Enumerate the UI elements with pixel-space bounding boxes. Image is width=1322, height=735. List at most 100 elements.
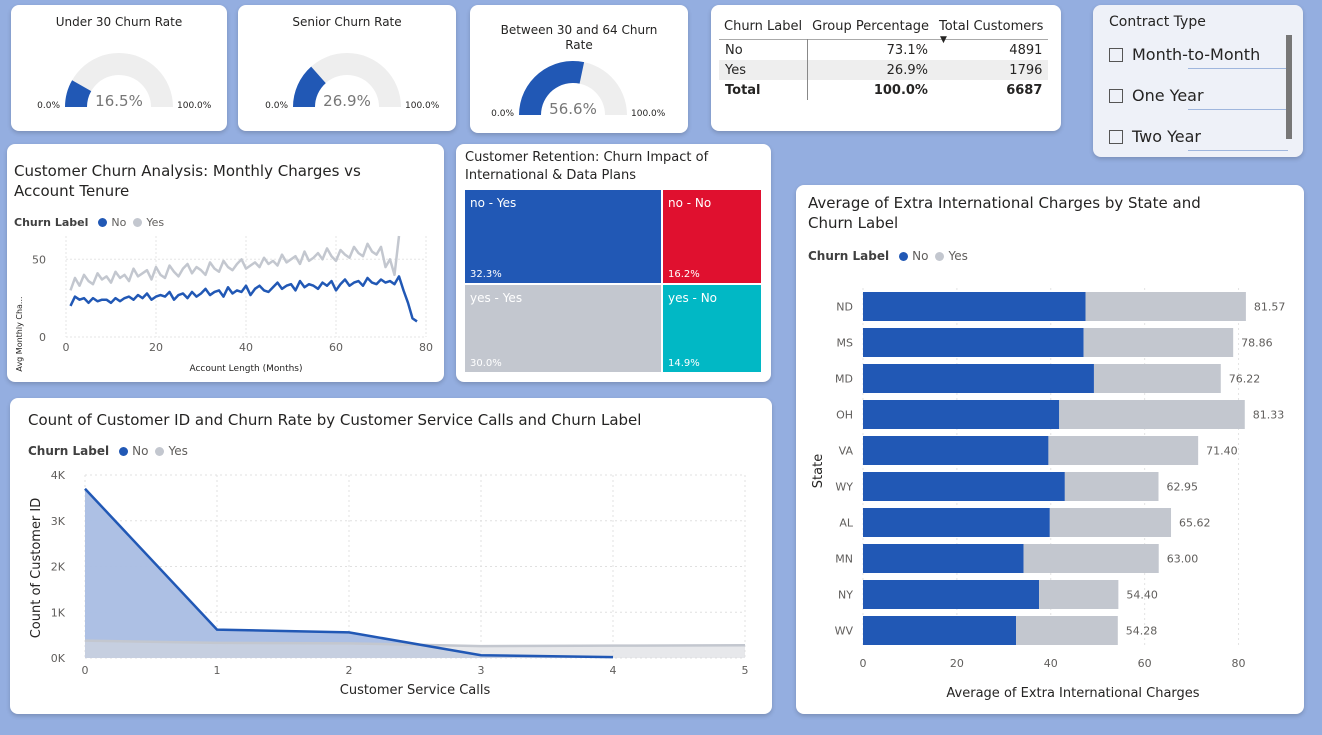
bar-yes-mn (1023, 544, 1159, 573)
gauge-value: 26.9% (323, 92, 371, 110)
treemap-tile-yes-yes[interactable]: yes - Yes 30.0% (465, 285, 661, 372)
tile-label: yes - Yes (470, 291, 523, 305)
column-header[interactable]: Total Customers ▼ (938, 18, 1044, 46)
legend-label-yes[interactable]: Yes (168, 444, 188, 458)
gauge-max-label: 100.0% (177, 101, 212, 111)
checkbox[interactable] (1109, 88, 1123, 103)
checkbox[interactable] (1109, 129, 1123, 144)
slicer-item-one-year[interactable]: One Year (1109, 86, 1204, 105)
slicer-item-label: Two Year (1132, 127, 1201, 146)
table-cell: 100.0% (873, 82, 928, 98)
bar-yes-va (1048, 436, 1199, 465)
bar-no-ny (863, 580, 1040, 609)
bar-yes-wy (1064, 472, 1159, 501)
gauge-title: Under 30 Churn Rate (55, 15, 183, 29)
y-tick-label: VA (839, 445, 854, 458)
gauge-between: 56.6% 0.0% 100.0% (491, 61, 666, 119)
y-tick-label: NY (838, 589, 853, 602)
legend-title: Churn Label (28, 444, 110, 458)
table-total-row: Total 100.0% 6687 (719, 80, 1048, 100)
bar-no-md (863, 364, 1094, 393)
x-tick-label: 1 (214, 664, 221, 677)
table-row: No 73.1% 4891 (719, 39, 1048, 60)
divider (1188, 150, 1288, 151)
tenure-line-chart: 0 20 40 60 80 0 50 Avg Monthly Cha... Account … (15, 235, 433, 374)
contract-type-slicer: Contract Type Month-to-Month One Year Tw… (1093, 5, 1303, 157)
y-tick-label: 1K (51, 606, 66, 619)
gauge-fill (293, 66, 326, 107)
checkbox[interactable] (1109, 47, 1123, 62)
slicer-item-two-year[interactable]: Two Year (1109, 127, 1201, 146)
x-axis-label: Customer Service Calls (340, 683, 491, 698)
data-label: 54.28 (1126, 625, 1158, 638)
gauge-card-under30: Under 30 Churn Rate 16.5% 0.0% 100.0% (11, 5, 227, 131)
x-tick-label: 0 (860, 657, 867, 670)
gauge-fill (519, 61, 585, 115)
legend-label-yes[interactable]: Yes (146, 216, 165, 229)
x-tick-label: 60 (1138, 657, 1152, 670)
state-bar-chart: 0 20 40 60 80 ND 81.57 MS 78.86 MD 76.22 OH 81.33 VA… (811, 288, 1285, 701)
bar-yes-wv (1016, 616, 1118, 645)
data-label: 63.00 (1167, 553, 1199, 566)
legend-label-no[interactable]: No (111, 216, 127, 229)
table-cell: 4891 (1009, 42, 1043, 58)
chart-legend: Churn Label No Yes (28, 444, 188, 458)
gauge-value: 56.6% (549, 100, 597, 118)
legend-dot-no (899, 251, 909, 261)
table-cell: 1796 (1009, 62, 1043, 78)
legend-dot-no (119, 446, 129, 456)
x-axis-label: Account Length (Months) (189, 364, 302, 374)
chart-title: Average of Extra International Charges b… (808, 194, 1201, 232)
sort-desc-icon[interactable]: ▼ (939, 35, 947, 45)
tenure-chart-card: Customer Churn Analysis: Monthly Charges… (7, 144, 444, 382)
x-tick-label: 20 (149, 341, 163, 354)
table-cell: Total (719, 80, 808, 100)
treemap-tile-no-no[interactable]: no - No 16.2% (663, 190, 761, 283)
scrollbar[interactable] (1286, 35, 1292, 139)
table-cell: 6687 (1006, 82, 1043, 98)
legend-label-yes[interactable]: Yes (948, 249, 968, 263)
x-tick-label: 80 (1232, 657, 1246, 670)
legend-dot-no (98, 218, 108, 227)
tile-label: no - No (668, 196, 712, 210)
legend-dot-yes (935, 251, 945, 261)
legend-dot-yes (155, 446, 165, 456)
gauge-under30: 16.5% 0.0% 100.0% (37, 53, 212, 111)
data-label: 81.33 (1253, 409, 1285, 422)
y-tick-label: 4K (51, 469, 66, 482)
slicer-item-month-to-month[interactable]: Month-to-Month (1109, 45, 1260, 64)
y-tick-label: OH (836, 409, 853, 422)
legend-label-no[interactable]: No (912, 249, 929, 263)
series-line-no (84, 487, 614, 659)
tile-value: 14.9% (668, 358, 700, 369)
bar-no-al (863, 508, 1050, 537)
series-line-yes (69, 235, 401, 291)
gauge-senior: 26.9% 0.0% 100.0% (265, 53, 440, 111)
x-tick-label: 40 (239, 341, 253, 354)
y-tick-label: 50 (32, 253, 46, 266)
legend-dot-yes (133, 218, 143, 227)
gauge-max-label: 100.0% (631, 109, 666, 119)
data-label: 65.62 (1179, 517, 1211, 530)
gauge-fill (65, 80, 92, 107)
treemap-tile-yes-no[interactable]: yes - No 14.9% (663, 285, 761, 372)
legend-title: Churn Label (808, 249, 890, 263)
table-cell: 73.1% (886, 42, 928, 58)
gauge-track (65, 53, 173, 107)
chart-legend: Churn Label No Yes (14, 216, 164, 229)
chart-legend: Churn Label No Yes (808, 249, 968, 263)
tile-value: 30.0% (470, 358, 502, 369)
service-calls-chart-card: Count of Customer ID and Churn Rate by C… (10, 398, 772, 714)
gauge-track (293, 53, 401, 107)
tile-label: yes - No (668, 291, 718, 305)
data-label: 71.40 (1206, 445, 1238, 458)
data-label: 78.86 (1241, 337, 1273, 350)
treemap-tile-no-yes[interactable]: no - Yes 32.3% (465, 190, 661, 283)
column-header[interactable]: Group Percentage (812, 18, 929, 34)
x-tick-label: 2 (346, 664, 353, 677)
table-cell: Yes (719, 60, 808, 80)
data-label: 54.40 (1126, 589, 1158, 602)
legend-label-no[interactable]: No (132, 444, 149, 458)
column-header[interactable]: Churn Label (724, 18, 803, 34)
gauge-min-label: 0.0% (265, 101, 288, 111)
